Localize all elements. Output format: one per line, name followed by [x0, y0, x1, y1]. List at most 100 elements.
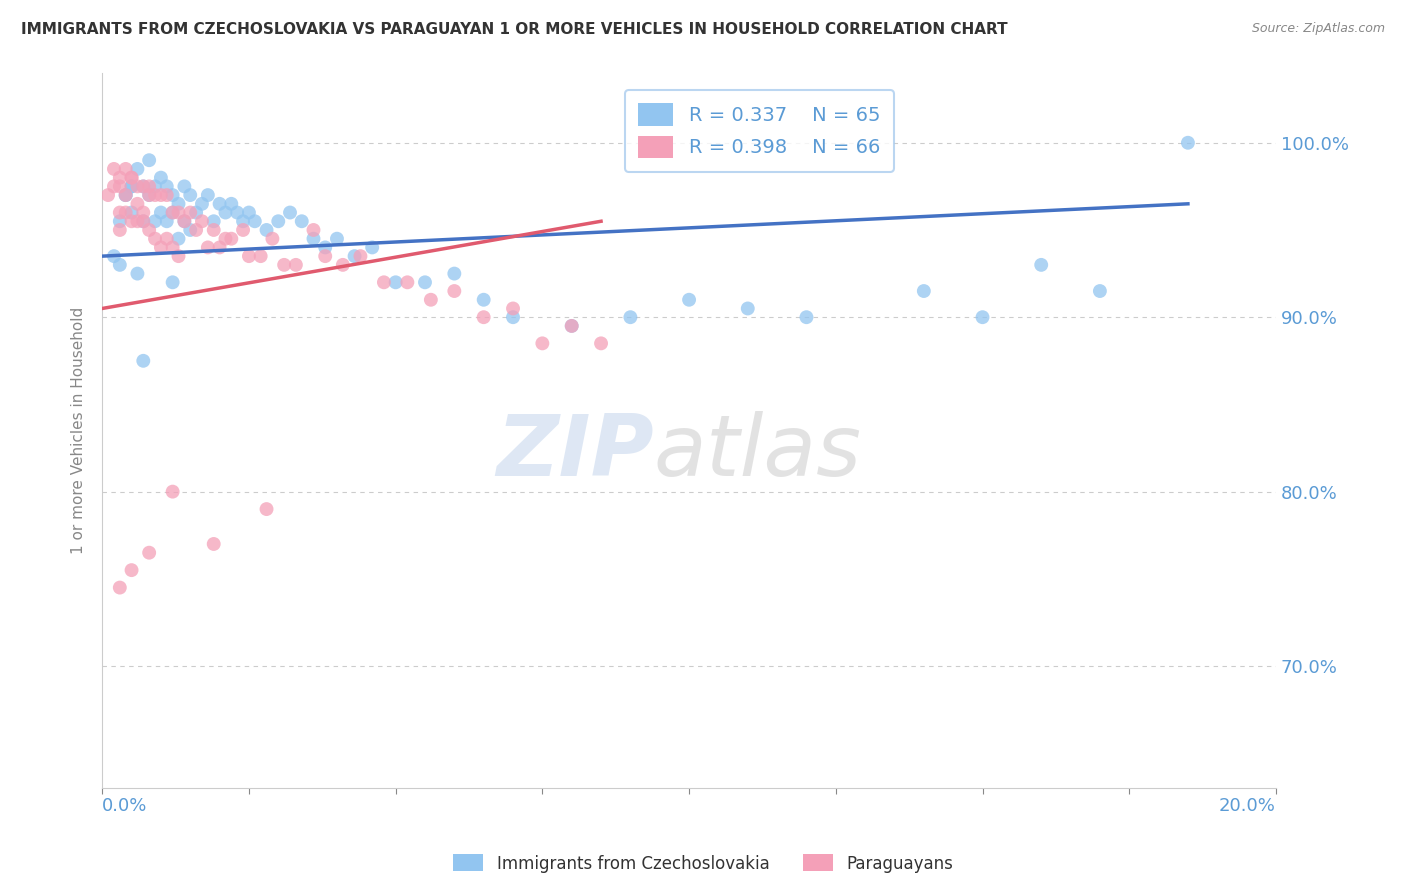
Legend: Immigrants from Czechoslovakia, Paraguayans: Immigrants from Czechoslovakia, Paraguay… [447, 847, 959, 880]
Point [108, 205, 131, 219]
Point [1088, 284, 1111, 298]
Point [149, 170, 172, 185]
Text: 20.0%: 20.0% [1219, 797, 1277, 815]
Point [396, 275, 419, 289]
Text: atlas: atlas [654, 410, 862, 493]
Point [589, 336, 612, 351]
Point [156, 188, 179, 202]
Point [226, 205, 249, 219]
Point [138, 188, 160, 202]
Point [502, 310, 524, 325]
Point [127, 196, 149, 211]
Point [197, 188, 219, 202]
Point [208, 196, 231, 211]
Point [314, 240, 336, 254]
Point [162, 484, 184, 499]
Point [167, 196, 190, 211]
Text: ZIP: ZIP [496, 410, 654, 493]
Point [221, 232, 243, 246]
Point [114, 188, 136, 202]
Point [349, 249, 371, 263]
Point [232, 223, 254, 237]
Point [291, 214, 314, 228]
Point [138, 153, 160, 168]
Point [413, 275, 436, 289]
Point [419, 293, 441, 307]
Point [121, 214, 143, 228]
Point [243, 214, 266, 228]
Point [332, 258, 354, 272]
Point [173, 179, 195, 194]
Point [121, 170, 143, 185]
Point [619, 310, 641, 325]
Point [384, 275, 406, 289]
Point [149, 188, 172, 202]
Point [202, 223, 225, 237]
Point [262, 232, 284, 246]
Point [162, 240, 184, 254]
Point [238, 249, 260, 263]
Legend: R = 0.337    N = 65, R = 0.398    N = 66: R = 0.337 N = 65, R = 0.398 N = 66 [624, 90, 894, 172]
Point [127, 214, 149, 228]
Point [343, 249, 366, 263]
Point [184, 205, 207, 219]
Point [143, 214, 166, 228]
Point [143, 232, 166, 246]
Point [184, 223, 207, 237]
Point [502, 301, 524, 316]
Point [302, 232, 325, 246]
Point [561, 318, 583, 333]
Point [302, 223, 325, 237]
Point [114, 188, 136, 202]
Point [191, 196, 214, 211]
Point [273, 258, 295, 272]
Point [256, 223, 278, 237]
Text: 0.0%: 0.0% [103, 797, 148, 815]
Point [472, 293, 495, 307]
Point [912, 284, 935, 298]
Point [179, 205, 201, 219]
Point [132, 353, 155, 368]
Point [443, 284, 465, 298]
Point [108, 214, 131, 228]
Point [202, 214, 225, 228]
Point [162, 188, 184, 202]
Point [127, 179, 149, 194]
Point [173, 214, 195, 228]
Point [156, 232, 179, 246]
Point [214, 232, 236, 246]
Text: Source: ZipAtlas.com: Source: ZipAtlas.com [1251, 22, 1385, 36]
Point [127, 267, 149, 281]
Point [162, 205, 184, 219]
Point [149, 240, 172, 254]
Point [443, 267, 465, 281]
Point [121, 563, 143, 577]
Point [108, 179, 131, 194]
Point [267, 214, 290, 228]
Y-axis label: 1 or more Vehicles in Household: 1 or more Vehicles in Household [72, 307, 86, 554]
Point [114, 161, 136, 176]
Point [173, 214, 195, 228]
Point [132, 214, 155, 228]
Point [143, 188, 166, 202]
Point [1031, 258, 1053, 272]
Point [1177, 136, 1199, 150]
Point [221, 196, 243, 211]
Point [149, 205, 172, 219]
Point [373, 275, 395, 289]
Point [108, 223, 131, 237]
Point [162, 275, 184, 289]
Point [132, 179, 155, 194]
Point [531, 336, 554, 351]
Point [121, 179, 143, 194]
Point [108, 258, 131, 272]
Point [138, 179, 160, 194]
Point [114, 188, 136, 202]
Point [121, 205, 143, 219]
Point [103, 249, 125, 263]
Point [103, 161, 125, 176]
Point [796, 310, 818, 325]
Point [737, 301, 759, 316]
Point [256, 502, 278, 516]
Point [179, 223, 201, 237]
